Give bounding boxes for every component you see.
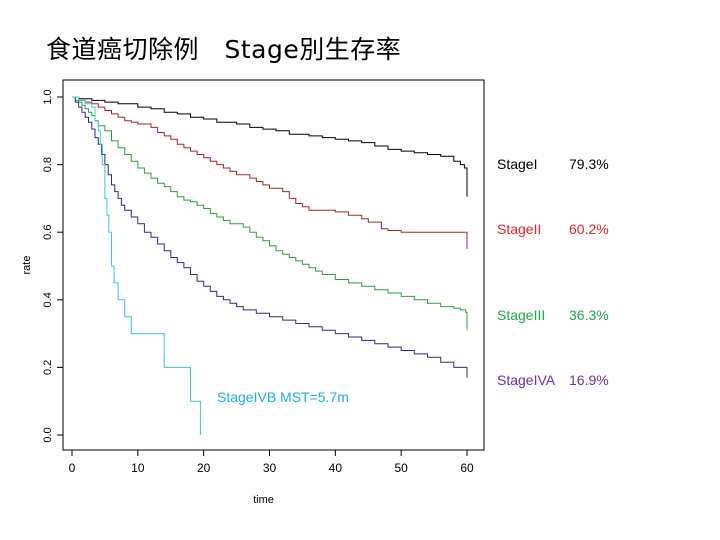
y-tick-label: 0.4 xyxy=(42,292,54,307)
x-tick-label: 0 xyxy=(69,461,76,475)
legend-value-stage-i: 79.3% xyxy=(569,156,609,172)
x-tick-label: 40 xyxy=(329,461,343,475)
legend-label-stage-ii: StageII xyxy=(497,221,542,237)
legend-value-stage-iii: 36.3% xyxy=(569,307,609,323)
series-line-stagei xyxy=(72,96,468,197)
legend-value-stage-ii: 60.2% xyxy=(569,221,609,237)
slide-title: 食道癌切除例 Stage別生存率 xyxy=(46,35,402,64)
y-axis-title: rate xyxy=(21,256,33,275)
x-axis-title: time xyxy=(253,494,274,506)
x-tick-label: 50 xyxy=(394,461,408,475)
x-tick-label: 10 xyxy=(131,461,145,475)
x-tick-label: 30 xyxy=(263,461,277,475)
legend-stage-i: StageI 79.3% xyxy=(497,156,609,172)
legend-label-stage-ivb: StageIVB MST=5.7m xyxy=(217,389,349,405)
y-tick-label: 0.6 xyxy=(42,225,54,240)
y-tick-label: 0.2 xyxy=(42,360,54,375)
legend-stage-ivb: StageIVB MST=5.7m xyxy=(217,389,349,405)
series-line-stageiii xyxy=(72,96,468,331)
series-line-stageii xyxy=(72,96,468,250)
series-line-stageivb xyxy=(72,96,201,435)
legend-label-stage-iii: StageIII xyxy=(497,307,546,323)
y-tick-label: 1.0 xyxy=(42,89,54,104)
legend-value-stage-iva: 16.9% xyxy=(569,372,609,388)
y-tick-label: 0.0 xyxy=(42,427,54,442)
x-tick-label: 20 xyxy=(197,461,211,475)
series-line-stageiva xyxy=(72,96,468,378)
legend-label-stage-iva: StageIVA xyxy=(497,372,556,388)
legend-stage-ii: StageII 60.2% xyxy=(497,221,609,237)
legend-label-stage-i: StageI xyxy=(497,156,538,172)
legend-stage-iva: StageIVA 16.9% xyxy=(497,372,609,388)
y-tick-label: 0.8 xyxy=(42,157,54,172)
legend-stage-iii: StageIII 36.3% xyxy=(497,307,609,323)
x-tick-label: 60 xyxy=(460,461,474,475)
